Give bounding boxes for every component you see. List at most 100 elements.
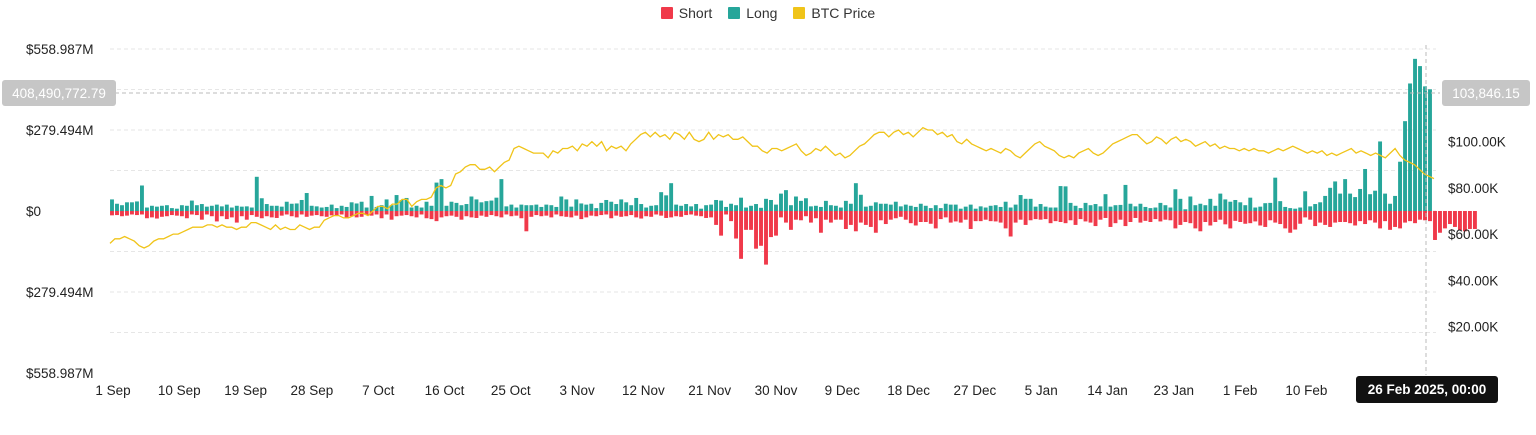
long-bar[interactable] — [624, 202, 629, 211]
long-bar[interactable] — [1083, 202, 1088, 211]
long-bar[interactable] — [399, 199, 404, 211]
long-bar[interactable] — [744, 207, 748, 211]
long-bar[interactable] — [254, 176, 259, 211]
short-bar[interactable] — [349, 211, 354, 217]
long-bar[interactable] — [419, 207, 424, 211]
short-bar[interactable] — [1263, 211, 1268, 227]
long-bar[interactable] — [209, 205, 214, 211]
short-bar[interactable] — [130, 211, 134, 215]
short-bar[interactable] — [154, 211, 159, 219]
long-bar[interactable] — [1148, 208, 1153, 211]
short-bar[interactable] — [444, 211, 449, 217]
long-bar[interactable] — [913, 206, 918, 211]
long-bar[interactable] — [1103, 194, 1108, 211]
short-bar[interactable] — [1233, 211, 1238, 221]
short-bar[interactable] — [184, 211, 189, 219]
long-bar[interactable] — [958, 208, 963, 211]
short-bar[interactable] — [329, 211, 334, 216]
short-bar[interactable] — [863, 211, 868, 225]
short-bar[interactable] — [279, 211, 284, 216]
short-bar[interactable] — [853, 211, 858, 232]
long-bar[interactable] — [264, 204, 269, 211]
long-bar[interactable] — [569, 206, 574, 211]
short-bar[interactable] — [1403, 211, 1407, 223]
short-bar[interactable] — [559, 211, 564, 217]
long-bar[interactable] — [329, 204, 334, 211]
short-bar[interactable] — [1073, 211, 1078, 225]
long-bar[interactable] — [609, 201, 614, 211]
long-bar[interactable] — [130, 202, 134, 211]
short-bar[interactable] — [1173, 211, 1178, 229]
short-bar[interactable] — [848, 211, 853, 225]
short-bar[interactable] — [269, 211, 274, 218]
long-bar[interactable] — [534, 204, 539, 211]
short-bar[interactable] — [1093, 211, 1098, 227]
legend-btc-price[interactable]: BTC Price — [793, 5, 875, 21]
short-bar[interactable] — [209, 211, 214, 217]
short-bar[interactable] — [1388, 211, 1392, 230]
long-bar[interactable] — [484, 201, 489, 211]
long-bar[interactable] — [953, 204, 958, 211]
short-bar[interactable] — [549, 211, 554, 218]
short-bar[interactable] — [654, 211, 659, 215]
long-bar[interactable] — [704, 205, 709, 211]
long-bar[interactable] — [1333, 181, 1338, 211]
short-bar[interactable] — [1178, 211, 1183, 225]
short-bar[interactable] — [1013, 211, 1018, 223]
short-bar[interactable] — [344, 211, 349, 219]
short-bar[interactable] — [1143, 211, 1148, 221]
long-bar[interactable] — [354, 203, 359, 211]
long-bar[interactable] — [684, 204, 689, 211]
long-bar[interactable] — [479, 202, 484, 211]
long-bar[interactable] — [1398, 161, 1402, 211]
short-bar[interactable] — [918, 211, 923, 223]
long-bar[interactable] — [664, 195, 669, 211]
long-bar[interactable] — [1163, 205, 1168, 211]
short-bar[interactable] — [1283, 211, 1288, 229]
long-bar[interactable] — [604, 199, 609, 211]
short-bar[interactable] — [928, 211, 933, 224]
short-bar[interactable] — [694, 211, 699, 216]
short-bar[interactable] — [1393, 211, 1397, 227]
long-bar[interactable] — [179, 205, 184, 211]
short-bar[interactable] — [1218, 211, 1223, 220]
long-bar[interactable] — [369, 195, 374, 211]
long-bar[interactable] — [1033, 206, 1038, 211]
short-bar[interactable] — [1038, 211, 1043, 220]
long-bar[interactable] — [794, 196, 798, 211]
short-bar[interactable] — [1318, 211, 1323, 223]
short-bar[interactable] — [988, 211, 993, 222]
long-bar[interactable] — [973, 208, 978, 211]
short-bar[interactable] — [1358, 211, 1363, 222]
short-bar[interactable] — [1338, 211, 1343, 223]
short-bar[interactable] — [1003, 211, 1008, 229]
long-bar[interactable] — [269, 205, 274, 211]
long-bar[interactable] — [1068, 202, 1073, 211]
short-bar[interactable] — [599, 211, 604, 216]
long-bar[interactable] — [1093, 204, 1098, 211]
long-bar[interactable] — [754, 204, 758, 211]
short-bar[interactable] — [404, 211, 409, 216]
long-bar[interactable] — [729, 203, 733, 211]
short-bar[interactable] — [639, 211, 644, 219]
long-bar[interactable] — [838, 207, 843, 211]
short-bar[interactable] — [1208, 211, 1213, 226]
short-bar[interactable] — [1293, 211, 1298, 230]
short-bar[interactable] — [893, 211, 898, 219]
short-bar[interactable] — [1288, 211, 1293, 233]
long-bar[interactable] — [554, 206, 559, 211]
short-bar[interactable] — [1253, 211, 1258, 222]
short-bar[interactable] — [1088, 211, 1093, 223]
long-bar[interactable] — [1238, 202, 1243, 211]
long-bar[interactable] — [764, 198, 768, 211]
long-bar[interactable] — [629, 205, 634, 211]
short-bar[interactable] — [554, 211, 559, 215]
short-bar[interactable] — [274, 211, 279, 218]
long-bar[interactable] — [923, 205, 928, 211]
long-bar[interactable] — [998, 206, 1003, 211]
short-bar[interactable] — [1118, 211, 1123, 220]
short-bar[interactable] — [1133, 211, 1138, 218]
short-bar[interactable] — [394, 211, 399, 217]
long-bar[interactable] — [903, 204, 908, 211]
short-bar[interactable] — [1298, 211, 1303, 224]
